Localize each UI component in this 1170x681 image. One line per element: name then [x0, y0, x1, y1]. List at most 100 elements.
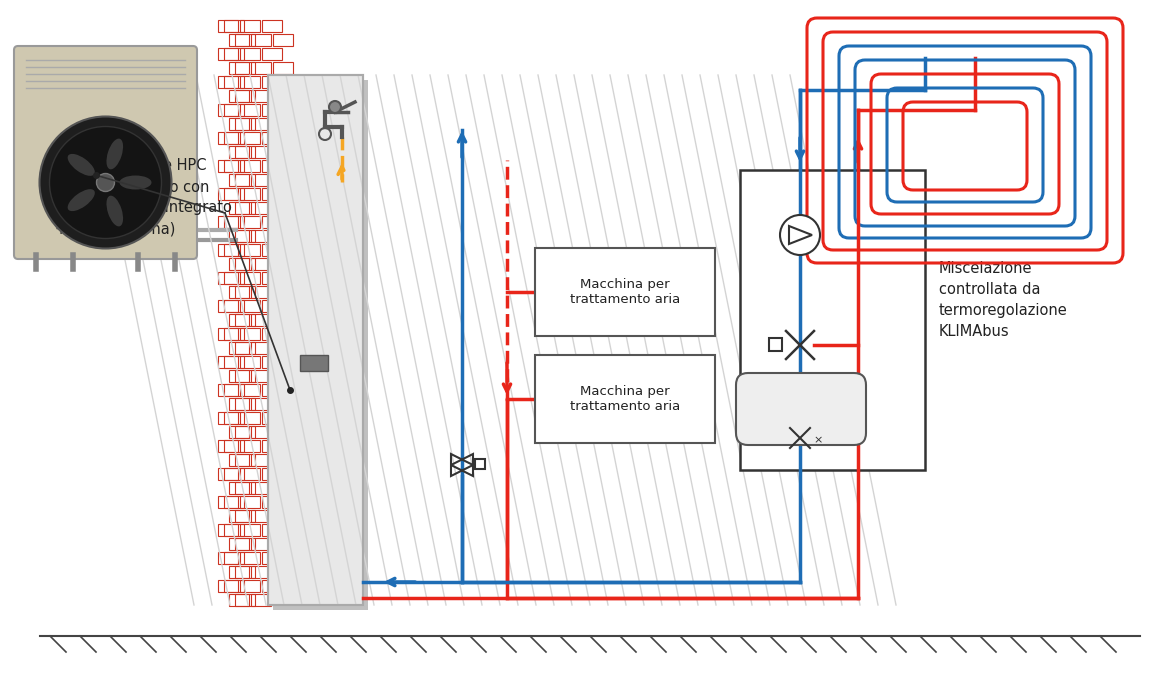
Bar: [273, 538, 292, 550]
Bar: [223, 104, 245, 116]
Bar: [229, 566, 249, 578]
Bar: [273, 454, 292, 466]
Bar: [223, 412, 245, 424]
Bar: [223, 300, 245, 312]
Bar: [240, 552, 260, 564]
Bar: [229, 370, 249, 382]
Bar: [273, 370, 292, 382]
Bar: [240, 244, 260, 256]
Bar: [240, 20, 260, 32]
Bar: [240, 328, 260, 340]
Bar: [223, 160, 245, 172]
Bar: [252, 398, 271, 410]
Circle shape: [49, 127, 161, 238]
Bar: [229, 482, 249, 494]
Bar: [235, 202, 255, 214]
Ellipse shape: [68, 189, 95, 211]
Bar: [262, 412, 282, 424]
Text: Macchina per
trattamento aria: Macchina per trattamento aria: [570, 385, 680, 413]
Bar: [218, 496, 238, 508]
Bar: [229, 174, 249, 186]
Bar: [262, 188, 282, 200]
Bar: [223, 48, 245, 60]
Bar: [252, 482, 271, 494]
Bar: [262, 300, 282, 312]
Bar: [262, 76, 282, 88]
Circle shape: [96, 174, 115, 191]
Bar: [218, 300, 238, 312]
Bar: [218, 412, 238, 424]
Bar: [235, 174, 255, 186]
Bar: [769, 338, 782, 351]
Bar: [223, 272, 245, 284]
Bar: [273, 62, 292, 74]
Ellipse shape: [68, 154, 95, 176]
Bar: [273, 426, 292, 438]
Text: Macchina per
trattamento aria: Macchina per trattamento aria: [570, 278, 680, 306]
Bar: [235, 34, 255, 46]
Bar: [262, 272, 282, 284]
Bar: [273, 174, 292, 186]
Bar: [229, 286, 249, 298]
Text: Miscelazione
controllata da
termoregolazione
KLIMAbus: Miscelazione controllata da termoregolaz…: [940, 261, 1068, 339]
Bar: [218, 440, 238, 452]
Bar: [240, 440, 260, 452]
Bar: [262, 20, 282, 32]
Bar: [229, 146, 249, 158]
Bar: [229, 34, 249, 46]
Bar: [268, 75, 363, 605]
Bar: [218, 132, 238, 144]
Bar: [229, 314, 249, 326]
FancyBboxPatch shape: [736, 373, 866, 445]
Bar: [240, 76, 260, 88]
Bar: [218, 48, 238, 60]
Bar: [240, 496, 260, 508]
Bar: [218, 76, 238, 88]
Bar: [229, 202, 249, 214]
Bar: [240, 580, 260, 592]
Bar: [235, 90, 255, 102]
Circle shape: [329, 101, 340, 113]
Bar: [223, 552, 245, 564]
Text: Pompa di calore HPC
(modulo idronico con
accumulo ACS integrato
+ unità esterna): Pompa di calore HPC (modulo idronico con…: [55, 158, 232, 237]
Bar: [262, 104, 282, 116]
Bar: [223, 468, 245, 480]
Bar: [273, 34, 292, 46]
Bar: [223, 440, 245, 452]
Bar: [223, 580, 245, 592]
Bar: [252, 594, 271, 606]
Bar: [235, 146, 255, 158]
Bar: [262, 244, 282, 256]
Bar: [223, 216, 245, 228]
Bar: [535, 355, 715, 443]
Bar: [218, 104, 238, 116]
Bar: [223, 244, 245, 256]
Bar: [262, 440, 282, 452]
Bar: [273, 90, 292, 102]
Bar: [223, 356, 245, 368]
Bar: [273, 230, 292, 242]
Bar: [229, 398, 249, 410]
Bar: [273, 510, 292, 522]
Text: ×: ×: [813, 435, 823, 445]
Bar: [240, 104, 260, 116]
Bar: [229, 510, 249, 522]
Bar: [535, 248, 715, 336]
Bar: [223, 328, 245, 340]
Bar: [273, 482, 292, 494]
Ellipse shape: [106, 139, 123, 170]
Bar: [273, 146, 292, 158]
Ellipse shape: [119, 176, 151, 189]
Bar: [252, 174, 271, 186]
Bar: [262, 132, 282, 144]
Bar: [240, 356, 260, 368]
Bar: [252, 34, 271, 46]
Bar: [235, 482, 255, 494]
Bar: [262, 468, 282, 480]
Bar: [223, 132, 245, 144]
Bar: [262, 580, 282, 592]
Circle shape: [780, 215, 820, 255]
Bar: [218, 384, 238, 396]
Bar: [252, 454, 271, 466]
Bar: [262, 384, 282, 396]
